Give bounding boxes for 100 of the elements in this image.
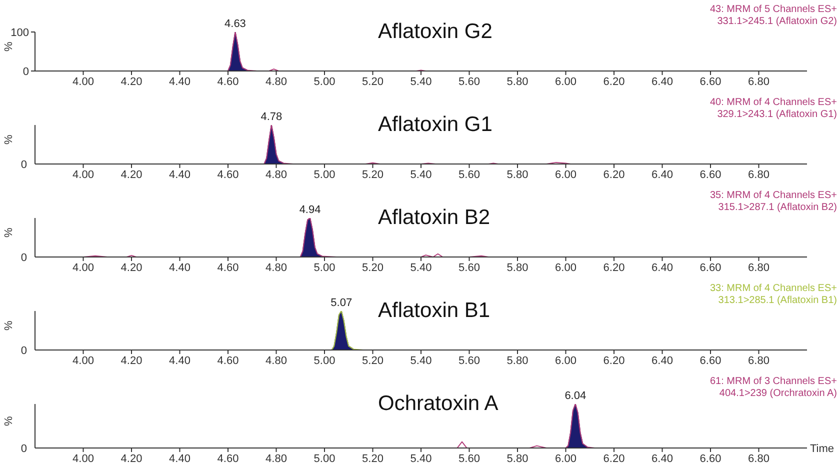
x-tick-label: 4.80 [266, 76, 287, 88]
x-tick-label: 5.80 [506, 354, 528, 367]
x-tick-label: 5.40 [410, 168, 432, 181]
x-tick-label: 6.20 [603, 452, 625, 465]
x-tick-label: 5.80 [506, 168, 528, 181]
x-tick-label: 4.00 [72, 354, 94, 367]
x-tick-label: 6.20 [603, 76, 625, 88]
text: 33: MRM of 4 Channels ES+ [710, 283, 837, 295]
text: 313.1>285.1 (Aflatoxin B1) [717, 295, 837, 307]
x-tick-label: 4.40 [169, 354, 190, 367]
text: 43: MRM of 5 Channels ES+ [710, 4, 837, 16]
text: 61: MRM of 3 Channels ES+ [710, 376, 837, 388]
x-tick-label: 5.40 [410, 354, 432, 367]
x-tick-label: 6.00 [555, 262, 576, 274]
x-tick-label: 4.60 [217, 168, 239, 181]
x-tick-label: 4.60 [217, 354, 239, 367]
x-tick-label: 6.00 [555, 354, 576, 367]
x-tick-label: 6.80 [748, 452, 770, 465]
text: 315.1>287.1 (Aflatoxin B2) [717, 202, 837, 214]
x-tick-label: 4.40 [169, 452, 190, 465]
x-tick-label: 4.80 [266, 354, 287, 367]
x-tick-label: 4.20 [120, 168, 142, 181]
x-tick-label: 6.40 [652, 168, 673, 181]
x-tick-label: 4.00 [72, 168, 94, 181]
text: 40: MRM of 4 Channels ES+ [710, 97, 837, 109]
chart-title: Aflatoxin B2 [378, 206, 490, 230]
x-tick-label: 6.40 [652, 354, 673, 367]
x-tick-label: 4.60 [217, 76, 239, 88]
chart-title: Aflatoxin G1 [378, 113, 492, 137]
x-tick-label: 4.00 [72, 452, 94, 465]
x-tick-label: 5.20 [362, 168, 384, 181]
x-tick-label: 6.80 [748, 354, 770, 367]
x-tick-label: 6.20 [603, 168, 625, 181]
text: 35: MRM of 4 Channels ES+ [710, 190, 837, 202]
y-axis-title: % [2, 320, 15, 330]
x-tick-label: 4.20 [120, 354, 142, 367]
x-tick-label: 6.60 [700, 452, 722, 465]
x-tick-label: 6.20 [603, 262, 625, 274]
text: 331.1>245.1 (Aflatoxin G2) [716, 16, 837, 28]
x-tick-label: 5.60 [458, 262, 480, 274]
x-tick-label: 6.80 [748, 168, 770, 181]
y-axis-title: % [2, 416, 15, 426]
x-tick-label: 5.40 [410, 452, 432, 465]
x-tick-label: 4.20 [120, 452, 142, 465]
x-tick-label: 5.60 [458, 354, 480, 367]
x-tick-label: 6.00 [555, 168, 576, 181]
annotation: 4.94 [299, 204, 321, 216]
x-tick-label: 6.60 [700, 76, 722, 88]
annotation: 4.63 [224, 18, 246, 30]
y-axis-title: % [2, 134, 15, 144]
x-tick-label: 5.00 [314, 262, 336, 274]
chart-title: Aflatoxin G2 [378, 20, 492, 44]
x-tick-label: 5.40 [410, 262, 432, 274]
x-tick-label: 5.00 [314, 452, 336, 465]
x-tick-label: 5.20 [362, 452, 384, 465]
x-tick-label: 5.40 [410, 76, 432, 88]
x-axis-title: Time [810, 443, 834, 455]
x-tick-label: 6.40 [652, 76, 673, 88]
x-tick-label: 5.20 [362, 262, 384, 274]
x-tick-label: 6.00 [555, 452, 576, 465]
x-tick-label: 4.60 [217, 452, 239, 465]
x-tick-label: 5.00 [314, 76, 336, 88]
x-tick-label: 6.80 [748, 76, 770, 88]
x-tick-label: 5.80 [506, 76, 528, 88]
annotation: 5.07 [330, 297, 352, 309]
x-tick-label: 6.60 [700, 262, 722, 274]
x-tick-label: 5.60 [458, 452, 480, 465]
chart-title: Aflatoxin B1 [378, 299, 490, 323]
x-tick-label: 5.00 [314, 354, 336, 367]
x-tick-label: 6.60 [700, 354, 722, 367]
x-tick-label: 5.00 [314, 168, 336, 181]
x-tick-label: 4.60 [217, 262, 239, 274]
annotation: 6.04 [564, 390, 586, 402]
x-tick-label: 6.80 [748, 262, 770, 274]
text: 329.1>243.1 (Aflatoxin G1) [716, 109, 837, 121]
x-tick-label: 6.20 [603, 354, 625, 367]
x-tick-label: 5.60 [458, 168, 480, 181]
x-tick-label: 4.20 [120, 262, 142, 274]
x-tick-label: 4.00 [72, 262, 94, 274]
x-tick-label: 4.80 [266, 168, 287, 181]
x-tick-label: 5.20 [362, 76, 384, 88]
x-tick-label: 6.00 [555, 76, 576, 88]
x-tick-label: 4.80 [266, 262, 287, 274]
x-tick-label: 5.20 [362, 354, 384, 367]
x-tick-label: 4.40 [169, 168, 190, 181]
x-tick-label: 4.40 [169, 262, 190, 274]
y-tick-label: 100 [10, 26, 29, 39]
x-tick-label: 4.80 [266, 452, 287, 465]
text: 404.1>239 (Orchratoxin A) [718, 388, 837, 400]
chart-title: Ochratoxin A [378, 392, 498, 416]
y-axis-title: % [2, 42, 15, 52]
x-tick-label: 5.60 [458, 76, 480, 88]
x-tick-label: 6.40 [652, 452, 673, 465]
annotation: 4.78 [260, 111, 282, 123]
x-tick-label: 4.00 [72, 76, 94, 88]
x-tick-label: 5.80 [506, 262, 528, 274]
x-tick-label: 4.20 [120, 76, 142, 88]
y-axis-title: % [2, 228, 15, 238]
x-tick-label: 6.40 [652, 262, 673, 274]
x-tick-label: 4.40 [169, 76, 190, 88]
